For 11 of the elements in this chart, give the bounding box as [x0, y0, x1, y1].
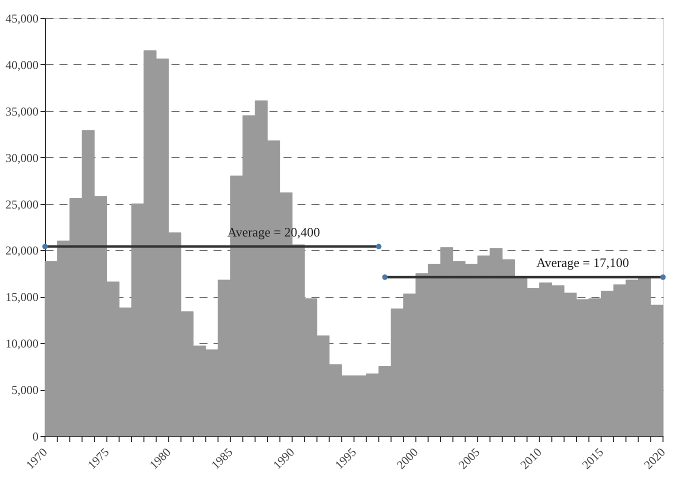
y-tick-label: 0: [32, 430, 38, 444]
y-tick-label: 40,000: [6, 58, 38, 72]
annotation: Average = 17,100: [536, 255, 629, 270]
y-tick-label: 5,000: [12, 383, 38, 398]
y-tick-label: 45,000: [6, 12, 38, 26]
y-tick-label: 35,000: [6, 104, 38, 118]
y-tick-label: 20,000: [6, 244, 38, 258]
y-tick-label: 15,000: [6, 290, 38, 304]
y-tick-label: 10,000: [6, 336, 38, 351]
y-tick-label: 25,000: [6, 197, 38, 212]
y-tick-label: 30,000: [6, 150, 38, 165]
